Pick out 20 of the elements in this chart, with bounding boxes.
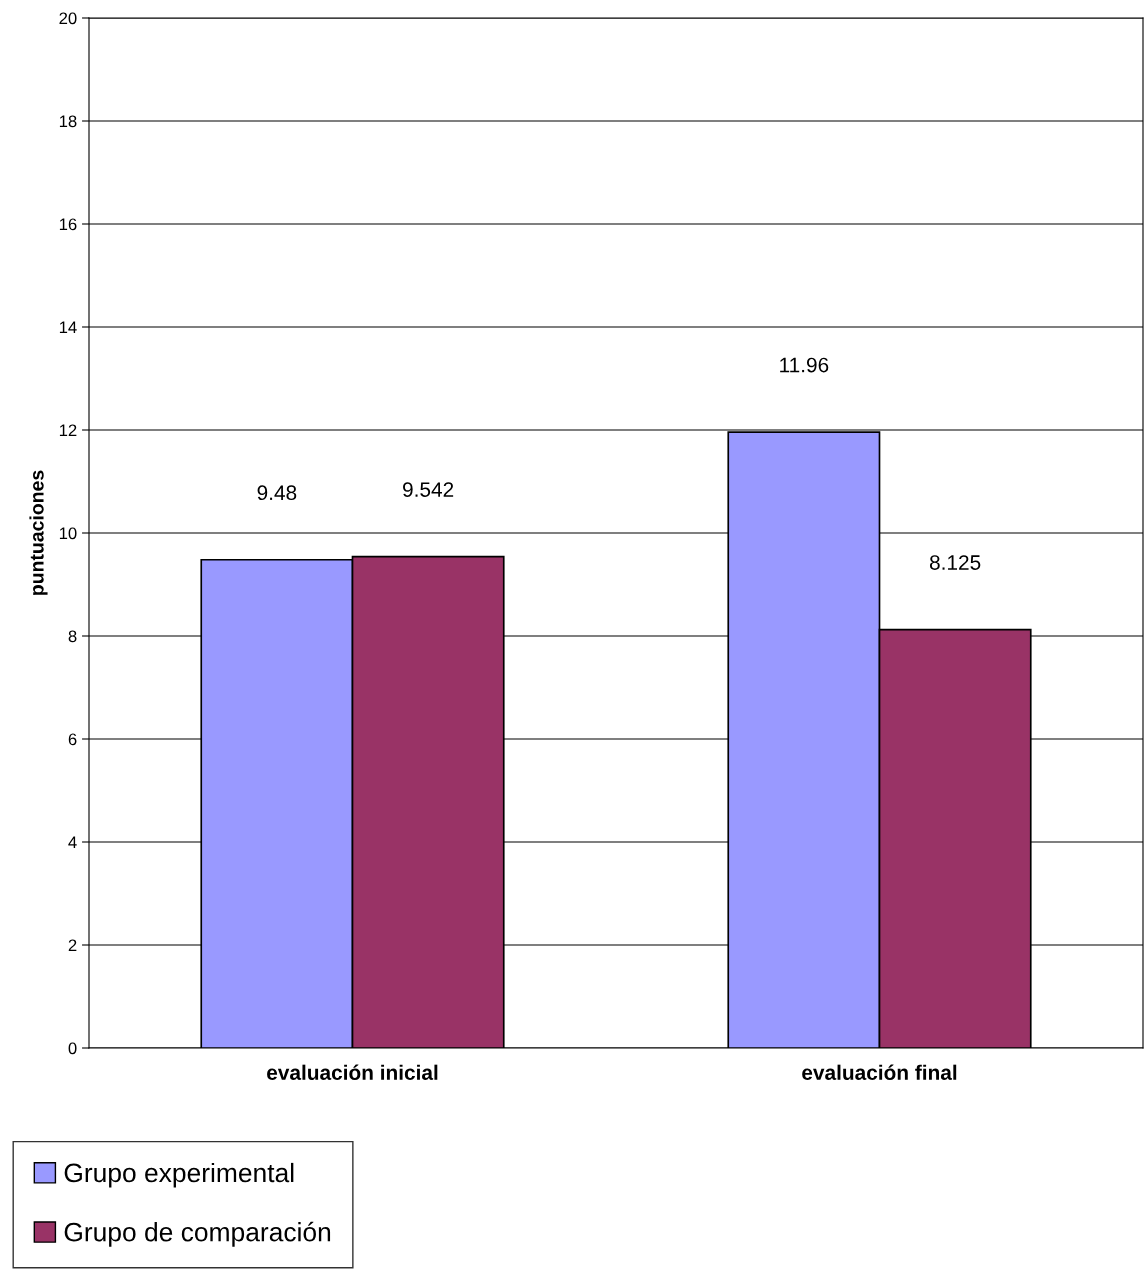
data-label: 9.48 xyxy=(257,485,297,501)
y-axis-title: puntuaciones xyxy=(29,470,48,595)
y-tick-label: 4 xyxy=(68,836,77,849)
data-label: 9.542 xyxy=(403,482,454,497)
y-tick-label: 12 xyxy=(59,424,77,437)
x-tick-label: evaluación inicial xyxy=(267,1064,438,1080)
y-tick-label: 14 xyxy=(59,321,77,334)
data-label: 11.96 xyxy=(780,357,829,373)
y-tick-label: 10 xyxy=(59,527,77,540)
y-tick-label: 8 xyxy=(68,630,77,643)
data-label: 8.125 xyxy=(929,555,981,570)
legend-label: Grupo de comparación xyxy=(64,1221,331,1247)
x-tick-label: evaluación final xyxy=(802,1064,957,1080)
legend-label: Grupo experimental xyxy=(64,1162,294,1188)
y-tick-label: 0 xyxy=(68,1042,77,1055)
y-tick-label: 18 xyxy=(59,115,77,128)
y-tick-label: 2 xyxy=(68,939,77,952)
y-tick-label: 16 xyxy=(59,218,77,231)
y-tick-label: 6 xyxy=(68,733,77,746)
y-tick-label: 20 xyxy=(59,12,77,25)
